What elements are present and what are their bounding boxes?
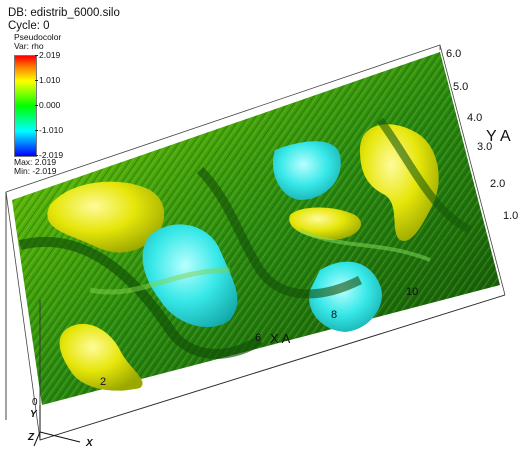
colorbar-tick [35, 80, 38, 81]
colorbar-tick [35, 105, 38, 106]
x-axis-tick-label: 10 [406, 286, 418, 298]
y-axis-tick-label: 2.0 [490, 178, 505, 190]
y-axis-tick-label: 3.0 [477, 141, 492, 153]
y-axis-tick-label: 4.0 [467, 112, 482, 124]
triad-z-label: Z [27, 432, 35, 443]
triad-x-label: X [85, 438, 94, 449]
isosurface-volume [12, 52, 500, 405]
swirl-band [376, 117, 472, 234]
database-title: DB: edistrib_6000.silo [8, 7, 120, 19]
cycle-label: Cycle: 0 [8, 20, 50, 32]
legend-min: Min: -2.019 [14, 166, 57, 176]
yellow-lobe [59, 323, 143, 391]
colorbar-tick-label: 0.000 [39, 100, 61, 110]
colorbar-tick [35, 55, 38, 56]
swirl-band [196, 166, 363, 299]
swirl-band [299, 228, 431, 262]
cyan-lobe [272, 141, 341, 200]
colorbar-tick-label: 2.019 [39, 50, 61, 60]
legend-variable: Var: rho [14, 41, 44, 51]
swirl-band [18, 236, 263, 359]
x-axis-tick-label: 8 [331, 309, 337, 321]
y-axis-tick-label: 6.0 [446, 48, 461, 60]
y-axis-tick-label: 5.0 [453, 81, 468, 93]
yellow-lobe [360, 124, 439, 241]
y-axis-tick-label: 1.0 [503, 210, 518, 222]
y-axis-title: Y A [486, 128, 511, 145]
colorbar [14, 55, 37, 157]
cyan-lobe [309, 261, 382, 332]
colorbar-tick [35, 155, 38, 156]
yellow-lobe [47, 181, 165, 253]
axis-triad: 0 Y Z X [27, 397, 94, 449]
legend-plot-type: Pseudocolor [14, 32, 62, 42]
x-axis-tick-label: 2 [100, 376, 106, 388]
x-axis-title: X A [270, 331, 291, 346]
swirl-band [89, 267, 231, 295]
colorbar-tick-label: 1.010 [39, 75, 61, 85]
triad-y-label: Y [30, 409, 38, 420]
colorbar-tick [35, 130, 38, 131]
legend-max: Max: 2.019 [14, 157, 57, 167]
triad-origin-label: 0 [32, 397, 38, 408]
colorbar-tick-label: -2.019 [39, 150, 64, 160]
x-axis-tick-label: 6 [255, 332, 261, 344]
colorbar-tick-label: -1.010 [39, 125, 64, 135]
